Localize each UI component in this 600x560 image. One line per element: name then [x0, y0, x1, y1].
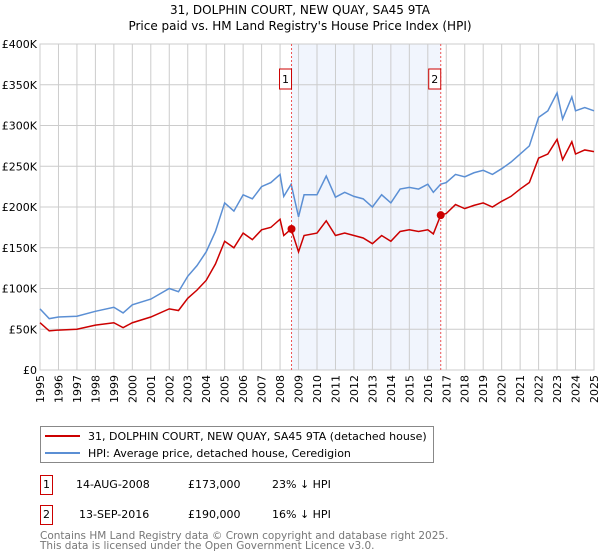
sale-row-1: 1 14-AUG-2008 £173,000 23% ↓ HPI	[40, 475, 440, 495]
x-tick-label: 1999	[108, 375, 121, 403]
legend-item-property: 31, DOLPHIN COURT, NEW QUAY, SA45 9TA (d…	[45, 428, 427, 444]
sale-hpi-diff: 16% ↓ HPI	[272, 508, 331, 521]
x-tick-label: 2002	[163, 375, 176, 403]
sale-date: 14-AUG-2008	[76, 478, 150, 491]
x-tick-label: 1995	[34, 375, 47, 403]
x-tick-label: 2013	[366, 375, 379, 403]
red-line-swatch	[45, 435, 80, 437]
y-tick-label: £250K	[2, 160, 38, 173]
y-tick-label: £400K	[2, 38, 38, 51]
x-tick-label: 2012	[348, 375, 361, 403]
x-tick-label: 2000	[126, 375, 139, 403]
x-tick-label: 1996	[52, 375, 65, 403]
chart-subtitle: Price paid vs. HM Land Registry's House …	[128, 19, 471, 33]
x-tick-label: 2020	[496, 375, 509, 403]
x-tick-label: 2017	[440, 375, 453, 403]
x-tick-label: 1998	[89, 375, 102, 403]
sale-point	[287, 225, 296, 234]
x-tick-label: 2015	[403, 375, 416, 403]
sale-label-box	[428, 68, 442, 90]
y-tick-label: £0	[23, 364, 37, 377]
x-tick-label: 2008	[274, 375, 287, 403]
footer-copyright: Contains HM Land Registry data © Crown c…	[40, 530, 449, 542]
x-tick-label: 2011	[329, 375, 342, 403]
x-tick-label: 2001	[145, 375, 158, 403]
price-chart: 31, DOLPHIN COURT, NEW QUAY, SA45 9TA Pr…	[2, 3, 600, 403]
x-tick-label: 2009	[293, 375, 306, 403]
sale-label: 1	[282, 73, 289, 86]
x-tick-label: 2018	[459, 375, 472, 403]
sale-number: 2	[40, 505, 53, 525]
x-tick-label: 2022	[533, 375, 546, 403]
sale-row-2: 2 13-SEP-2016 £190,000 16% ↓ HPI	[40, 505, 440, 525]
x-tick-label: 2007	[256, 375, 269, 403]
sale-date: 13-SEP-2016	[79, 508, 150, 521]
y-tick-label: £350K	[2, 79, 38, 92]
sale-hpi-diff: 23% ↓ HPI	[272, 478, 331, 491]
sale-label: 2	[431, 73, 438, 86]
y-tick-label: £100K	[2, 283, 38, 296]
legend-label: 31, DOLPHIN COURT, NEW QUAY, SA45 9TA (d…	[88, 429, 427, 443]
chart-title: 31, DOLPHIN COURT, NEW QUAY, SA45 9TA	[170, 3, 431, 17]
x-tick-label: 1997	[71, 375, 84, 403]
x-tick-label: 2004	[200, 375, 213, 403]
x-tick-label: 2016	[422, 375, 435, 403]
blue-line-swatch	[45, 452, 80, 454]
sale-label-box	[279, 68, 293, 90]
x-tick-label: 2006	[237, 375, 250, 403]
footer: Contains HM Land Registry data © Crown c…	[40, 530, 449, 552]
sale-price: £173,000	[188, 478, 241, 491]
sale-point	[436, 211, 445, 220]
legend: 31, DOLPHIN COURT, NEW QUAY, SA45 9TA (d…	[40, 426, 434, 463]
x-tick-label: 2024	[570, 375, 583, 403]
x-tick-label: 2025	[588, 375, 600, 403]
x-tick-label: 2019	[477, 375, 490, 403]
y-tick-label: £50K	[9, 323, 38, 336]
y-tick-label: £150K	[2, 242, 38, 255]
legend-item-hpi: HPI: Average price, detached house, Cere…	[45, 445, 351, 461]
x-tick-label: 2003	[182, 375, 195, 403]
hpi-line	[39, 90, 595, 320]
legend-label: HPI: Average price, detached house, Cere…	[88, 446, 351, 460]
x-tick-label: 2023	[551, 375, 564, 403]
sale-number: 1	[40, 475, 53, 495]
footer-licence: This data is licensed under the Open Gov…	[40, 540, 375, 552]
x-tick-label: 2014	[385, 375, 398, 403]
x-tick-label: 2021	[514, 375, 527, 403]
x-tick-label: 2010	[311, 375, 324, 403]
sale-price: £190,000	[188, 508, 241, 521]
plot-border	[39, 43, 595, 371]
price-paid-line	[39, 137, 595, 332]
y-tick-label: £200K	[2, 201, 38, 214]
y-tick-label: £300K	[2, 120, 38, 133]
x-tick-label: 2005	[219, 375, 232, 403]
